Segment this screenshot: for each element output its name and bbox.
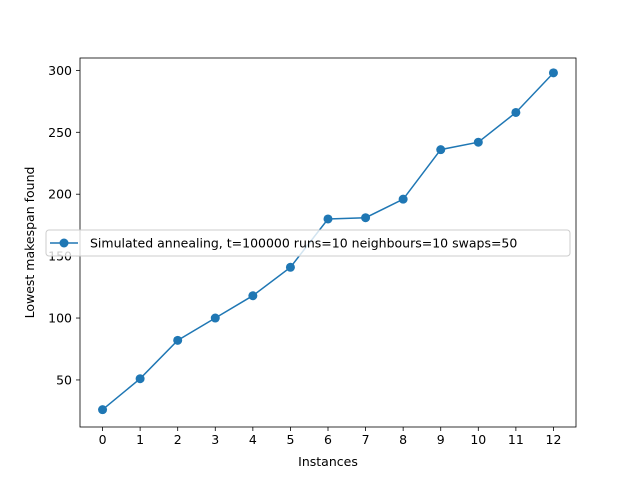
x-tick-label: 11	[508, 432, 524, 447]
data-point-8	[398, 194, 408, 204]
data-point-1	[135, 374, 145, 384]
axes: 012345678910111250100150200250300	[48, 57, 577, 447]
data-point-4	[248, 291, 258, 301]
data-point-0	[98, 405, 108, 415]
y-tick-label: 200	[48, 187, 72, 202]
x-tick-label: 5	[286, 432, 294, 447]
data-point-6	[323, 214, 333, 224]
x-tick-label: 1	[136, 432, 144, 447]
x-tick-label: 7	[362, 432, 370, 447]
data-point-10	[473, 137, 483, 147]
x-tick-label: 12	[546, 432, 562, 447]
y-tick-label: 250	[48, 125, 72, 140]
x-tick-label: 6	[324, 432, 332, 447]
legend-box	[45, 229, 571, 257]
x-tick-label: 0	[99, 432, 107, 447]
legend-label: Simulated annealing, t=100000 runs=10 ne…	[90, 236, 517, 251]
x-tick-label: 2	[174, 432, 182, 447]
data-point-9	[436, 145, 446, 155]
data-point-5	[285, 262, 295, 272]
x-tick-label: 10	[470, 432, 486, 447]
x-tick-label: 4	[249, 432, 257, 447]
x-tick-label: 3	[211, 432, 219, 447]
data-point-7	[361, 213, 371, 223]
y-tick-label: 300	[48, 63, 72, 78]
x-tick-label: 9	[437, 432, 445, 447]
data-point-11	[511, 107, 521, 117]
plot-area	[98, 68, 558, 415]
data-point-12	[548, 68, 558, 78]
legend: Simulated annealing, t=100000 runs=10 ne…	[45, 229, 571, 257]
x-tick-label: 8	[399, 432, 407, 447]
y-axis-title: Lowest makespan found	[22, 167, 37, 319]
y-tick-label: 100	[48, 311, 72, 326]
data-point-2	[173, 335, 183, 345]
data-point-3	[210, 313, 220, 323]
x-axis-title: Instances	[298, 454, 358, 469]
legend-marker	[59, 238, 69, 248]
y-tick-label: 50	[56, 372, 72, 387]
